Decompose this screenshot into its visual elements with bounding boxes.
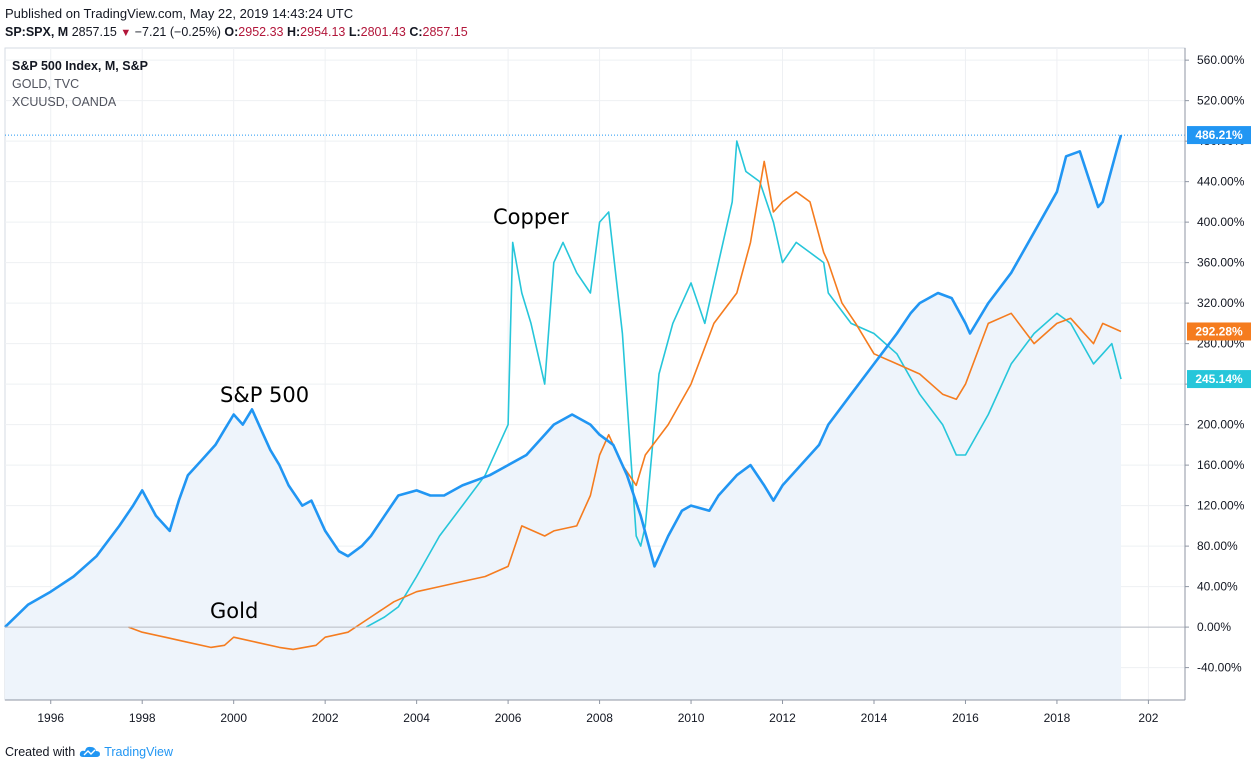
y-tick-label: 360.00%	[1197, 256, 1245, 270]
high-value: 2954.13	[300, 25, 346, 39]
copper-last-label: 245.14%	[1195, 372, 1243, 386]
y-tick-label: 400.00%	[1197, 215, 1245, 229]
close-label: C:	[409, 25, 423, 39]
y-tick-label: -40.00%	[1197, 661, 1242, 675]
y-tick-label: 0.00%	[1197, 620, 1231, 634]
x-tick-label: 2002	[312, 711, 339, 725]
tradingview-cloud-icon	[79, 746, 101, 757]
x-tick-label: 2016	[952, 711, 979, 725]
sp500-line	[4, 134, 1123, 629]
y-tick-label: 520.00%	[1197, 94, 1245, 108]
y-tick-label: 200.00%	[1197, 418, 1245, 432]
published-line: Published on TradingView.com, May 22, 20…	[5, 6, 353, 21]
x-tick-label: 1996	[37, 711, 64, 725]
symbol-label: SP:SPX, M	[5, 25, 69, 39]
last-price: 2857.15	[71, 25, 117, 39]
annotation-label: Copper	[493, 205, 569, 229]
tradingview-logo-link[interactable]: TradingView	[79, 745, 173, 759]
x-axis: 1996 1998 2000 2002 2004 2006 2008 2010 2012 2014…	[5, 699, 1185, 725]
low-label: L:	[348, 25, 361, 39]
x-tick-label: 2004	[403, 711, 430, 725]
zero-baseline	[5, 134, 1185, 628]
legend-entry: XCUUSD, OANDA	[12, 95, 117, 109]
sp500-area-fill	[5, 135, 1121, 701]
x-tick-label: 202	[1138, 711, 1158, 725]
x-tick-label: 2008	[586, 711, 613, 725]
gold-last-label: 292.28%	[1195, 324, 1243, 338]
open-value: 2952.33	[238, 25, 284, 39]
legend: S&P 500 Index, M, S&P GOLD, TVC XCUUSD, OA…	[12, 59, 148, 109]
sp500-last-label-bg	[1187, 126, 1251, 145]
chart-annotations: Copper S&P 500 Gold	[210, 205, 569, 623]
series-lines	[4, 134, 1123, 651]
sp500-fill	[5, 135, 1121, 701]
open-label: O:	[224, 25, 239, 39]
x-tick-label: 2018	[1044, 711, 1071, 725]
y-tick-label: 320.00%	[1197, 296, 1245, 310]
x-tick-label: 2006	[495, 711, 522, 725]
x-tick-label: 2012	[769, 711, 796, 725]
x-tick-label: 1998	[129, 711, 156, 725]
legend-entry: GOLD, TVC	[12, 77, 79, 91]
copper-last-label-bg	[1187, 370, 1251, 389]
footer: Created with TradingView	[5, 745, 173, 759]
annotation-label: S&P 500	[220, 383, 309, 407]
price-change: −7.21 (−0.25%)	[134, 25, 221, 39]
gold-last-label-bg	[1187, 322, 1251, 341]
y-tick-label: 80.00%	[1197, 539, 1238, 553]
y-tick-label: 160.00%	[1197, 458, 1245, 472]
x-tick-label: 2000	[220, 711, 247, 725]
x-tick-label: 2014	[861, 711, 888, 725]
y-tick-label: 40.00%	[1197, 580, 1238, 594]
down-arrow-icon: ▼	[120, 27, 132, 39]
close-value: 2857.15	[422, 25, 468, 39]
annotation-label: Gold	[210, 599, 258, 623]
y-tick-label: 440.00%	[1197, 175, 1245, 189]
x-tick-label: 2010	[678, 711, 705, 725]
tradingview-brand-text: TradingView	[104, 745, 173, 759]
copper-line	[365, 140, 1122, 628]
y-tick-label: 560.00%	[1197, 53, 1245, 67]
legend-entry: S&P 500 Index, M, S&P	[12, 59, 148, 73]
high-label: H:	[286, 25, 301, 39]
sp500-last-label: 486.21%	[1195, 128, 1243, 142]
ohlc-line: SP:SPX, M 2857.15 ▼ −7.21 (−0.25%) O:295…	[5, 25, 468, 39]
created-with-text: Created with	[5, 745, 76, 759]
y-tick-label: 120.00%	[1197, 499, 1245, 513]
low-value: 2801.43	[360, 25, 406, 39]
last-value-labels: 486.21% 292.28% 245.14%	[1187, 126, 1251, 389]
published-text: Published on TradingView.com, May 22, 20…	[5, 6, 354, 21]
gold-line	[128, 160, 1122, 651]
